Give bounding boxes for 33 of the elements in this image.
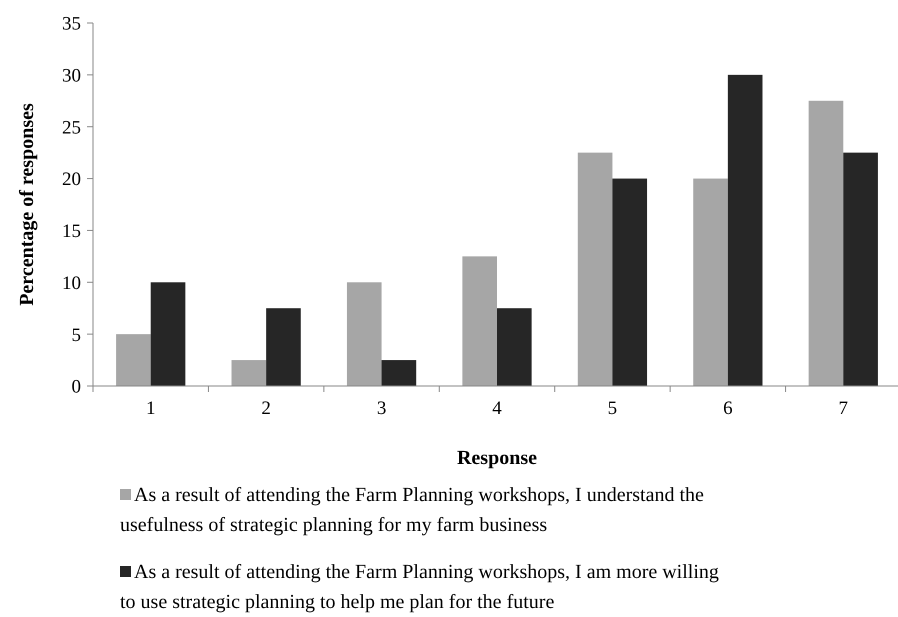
x-tick-label: 2 (261, 398, 271, 419)
y-tick-label: 35 (62, 14, 81, 35)
y-tick-label: 5 (72, 324, 81, 346)
bar (728, 74, 762, 386)
y-tick-label: 15 (62, 221, 81, 242)
bar (843, 152, 878, 386)
legend-label: As a result of attending the Farm Planning workshops, I understand the usefulness of strategic planning for my farm business (120, 484, 704, 536)
bar (462, 256, 497, 386)
x-axis-title: Response (456, 447, 538, 469)
y-tick-label: 10 (62, 272, 81, 294)
y-tick-label: 20 (62, 169, 81, 190)
bar (150, 282, 186, 386)
x-tick-label: 7 (838, 398, 848, 419)
bar (116, 334, 151, 386)
y-tick-label: 0 (72, 376, 81, 398)
bar (578, 152, 612, 386)
legend-label: As a result of attending the Farm Planning workshops, I am more willing to use strategic planning to help me plan for the future (120, 561, 719, 613)
x-tick-label: 6 (723, 398, 733, 419)
bar (266, 308, 301, 386)
bar (232, 360, 266, 386)
bar (346, 282, 382, 386)
bar (497, 308, 532, 386)
y-tick-label: 25 (62, 117, 81, 138)
x-tick-label: 5 (608, 398, 618, 419)
y-axis-title: Percentage of responses (16, 103, 38, 306)
bar (382, 360, 416, 386)
bar (808, 100, 844, 386)
bar (612, 178, 648, 386)
y-tick-label: 30 (62, 66, 81, 87)
x-tick-label: 3 (376, 398, 386, 419)
bar (693, 178, 728, 386)
x-tick-label: 4 (492, 398, 502, 419)
x-tick-label: 1 (146, 398, 156, 419)
